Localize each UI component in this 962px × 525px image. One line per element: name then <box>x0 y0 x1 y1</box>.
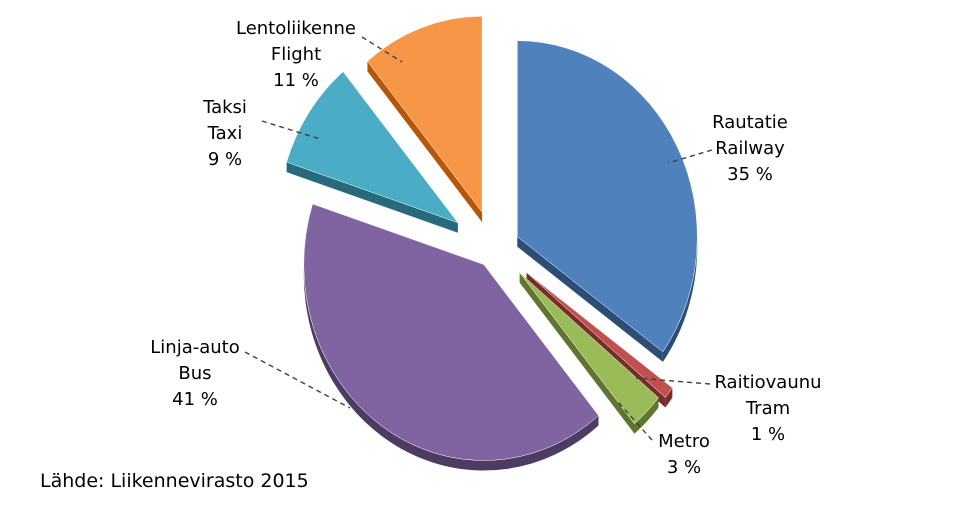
pie-slice-metro <box>519 272 659 425</box>
slice-label: Rautatie <box>712 112 788 133</box>
leader-line <box>244 351 351 409</box>
slice-label: Bus <box>178 363 211 384</box>
slice-label: Taksi <box>202 97 247 118</box>
slice-side-0 <box>662 236 698 362</box>
slice-label: 1 % <box>751 424 785 445</box>
slice-label: Flight <box>271 44 321 65</box>
slice-edge-5-0 <box>367 61 483 223</box>
pie-slice-tram <box>526 272 673 398</box>
slice-label: Tram <box>745 398 790 419</box>
pie-slice-bus <box>303 203 599 461</box>
pie-slice-flight <box>367 15 483 213</box>
slice-label: 11 % <box>273 70 319 91</box>
slice-edge-2-1 <box>519 272 635 434</box>
slice-edge-0-1 <box>517 236 663 362</box>
slice-label: 3 % <box>667 457 701 478</box>
slice-label: Linja-auto <box>150 337 239 358</box>
slice-label: Taxi <box>207 123 243 144</box>
slice-label: Lentoliikenne <box>236 18 356 39</box>
leader-line <box>635 377 711 385</box>
pie-slice-taxi <box>286 71 459 224</box>
slice-label: 9 % <box>208 149 242 170</box>
pie-labels: Rautatie Railway 35 % Raitiovaunu Tram 1 % Met… <box>150 18 821 478</box>
leader-line <box>361 36 403 63</box>
pie-slice-railway <box>517 40 698 353</box>
slice-edge-4-0 <box>286 162 458 233</box>
slice-side-2 <box>634 397 659 434</box>
slice-label: Metro <box>658 431 710 452</box>
leader-line <box>261 120 321 140</box>
leader-line <box>667 149 713 164</box>
slice-label: 35 % <box>727 164 773 185</box>
slice-label: Railway <box>715 138 785 159</box>
pie-tops <box>286 15 698 461</box>
source-note: Lähde: Liikennevirasto 2015 <box>40 470 309 492</box>
slice-label: 41 % <box>172 389 218 410</box>
slice-label: Raitiovaunu <box>714 372 821 393</box>
